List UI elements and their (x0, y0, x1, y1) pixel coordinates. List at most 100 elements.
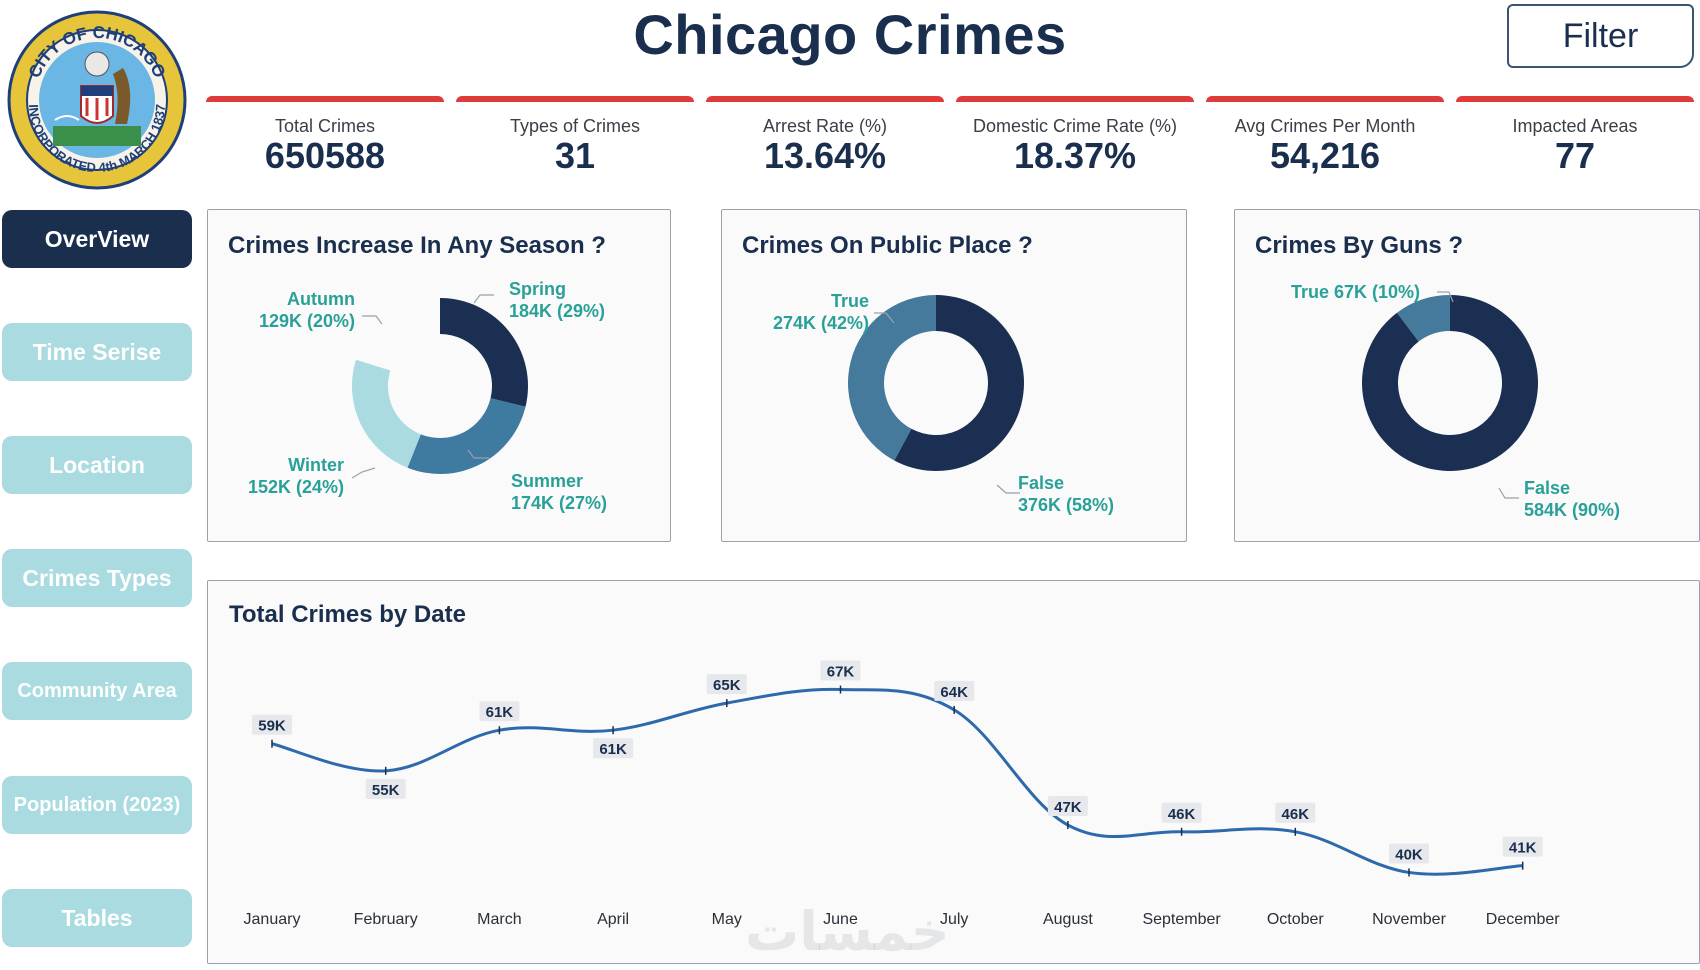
nav-location[interactable]: Location (2, 436, 192, 494)
kpi-label: Types of Crimes (509, 116, 641, 136)
data-label-bg (479, 701, 520, 722)
data-label: 41K (1509, 840, 1537, 857)
x-tick-label: October (1267, 911, 1325, 928)
nav-tables[interactable]: Tables (2, 889, 192, 947)
nav-time-series[interactable]: Time Serise (2, 323, 192, 381)
data-label-bg (593, 738, 634, 759)
kpi-label: Arrest Rate (%) (762, 116, 888, 136)
guns-true-label: True 67K (10%) (1291, 282, 1421, 302)
public-true-name: True (830, 291, 869, 311)
autumn-value: 129K (20%) (258, 311, 355, 331)
kpi-label: Impacted Areas (1512, 116, 1638, 136)
guns-false-label: False 584K (90%) (1524, 477, 1620, 521)
summer-value: 174K (27%) (511, 493, 608, 513)
nav-population[interactable]: Population (2023) (2, 776, 192, 834)
data-label-bg (1161, 802, 1202, 823)
kpi-total-crimes: Total Crimes 650588 (206, 96, 444, 184)
data-label: 59K (258, 718, 286, 735)
data-label-bg (252, 714, 292, 735)
x-tick-label: January (244, 911, 301, 928)
kpi-value: 650588 (264, 135, 386, 176)
slice-spring[interactable] (440, 298, 528, 407)
kpi-arrest-rate: Arrest Rate (%) 13.64% (706, 96, 944, 184)
data-label: 67K (827, 664, 855, 681)
nav-community-area[interactable]: Community Area (2, 662, 192, 720)
guns-false-value: 584K (90%) (1524, 500, 1621, 520)
autumn-name: Autumn (287, 289, 355, 309)
total-crimes-by-date-panel: Total Crimes by Date 59K January 55K Februa… (207, 580, 1700, 964)
kpi-value: 13.64% (763, 135, 887, 176)
data-label-bg (365, 778, 406, 799)
nav-overview[interactable]: OverView (2, 210, 192, 268)
data-label-bg (1275, 802, 1316, 823)
public-slices (848, 295, 1024, 472)
data-label: 65K (713, 677, 741, 694)
x-tick-label: December (1486, 911, 1560, 928)
slice-summer[interactable] (407, 398, 526, 474)
data-label: 55K (372, 782, 400, 799)
x-tick-label: July (940, 911, 968, 928)
data-label-bg (820, 660, 861, 681)
summer-label: Summer 174K (27%) (511, 470, 607, 514)
public-true-value: 274K (42%) (772, 313, 869, 333)
kpi-domestic-crime-rate: Domestic Crime Rate (%) 18.37% (956, 96, 1194, 184)
x-tick-label: April (597, 911, 629, 928)
x-tick-label: February (354, 911, 418, 928)
panel-title: Total Crimes by Date (229, 601, 466, 628)
guns-slices (1362, 295, 1538, 471)
kpi-impacted-areas: Impacted Areas 77 (1456, 96, 1694, 184)
slice-true[interactable] (848, 295, 936, 461)
series-line (271, 687, 1523, 876)
public-false-name: False (1018, 473, 1065, 493)
slice-winter[interactable] (352, 359, 421, 468)
public-true-label: True 274K (42%) (773, 290, 869, 334)
data-label-bg (1389, 843, 1429, 864)
spring-name: Spring (509, 279, 566, 299)
winter-label: Winter 152K (24%) (248, 454, 344, 498)
data-label-bg (706, 674, 747, 695)
guns-donut-chart (1362, 291, 1538, 499)
data-label: 61K (486, 704, 514, 721)
kpi-value: 31 (554, 135, 596, 176)
winter-value: 152K (24%) (247, 477, 344, 497)
kpi-value: 18.37% (1013, 135, 1137, 176)
slice-false[interactable] (1362, 295, 1538, 471)
slice-true[interactable] (1396, 295, 1450, 342)
data-label-bg (1502, 836, 1543, 857)
public-false-label: False 376K (58%) (1018, 472, 1114, 516)
guns-false-name: False (1524, 478, 1571, 498)
data-label: 40K (1395, 846, 1423, 863)
spring-label: Spring 184K (29%) (509, 278, 605, 322)
kpi-avg-crimes-per-month: Avg Crimes Per Month 54,216 (1206, 96, 1444, 184)
winter-name: Winter (288, 455, 344, 475)
x-tick-label: June (823, 911, 858, 928)
summer-name: Summer (511, 471, 584, 491)
slice-false[interactable] (894, 295, 1024, 472)
public-place-donut-chart (848, 295, 1024, 494)
nav-crimes-types[interactable]: Crimes Types (2, 549, 192, 607)
data-label: 46K (1282, 806, 1310, 823)
data-label: 47K (1054, 799, 1082, 816)
public-place-chart-panel: Crimes On Public Place ? True 274K (42%)… (721, 209, 1187, 542)
data-label-bg (934, 680, 975, 701)
x-tick-label: November (1372, 911, 1446, 928)
season-donut-chart (351, 294, 528, 479)
panel-title: Crimes On Public Place ? (742, 232, 1033, 259)
season-slices (352, 298, 528, 474)
kpi-label: Avg Crimes Per Month (1234, 116, 1416, 136)
total-crimes-line-chart: 59K January 55K February 61K March 61K April 65K… (244, 660, 1560, 928)
guns-chart-panel: Crimes By Guns ? True 67K (10%) False 58… (1234, 209, 1700, 542)
season-chart-panel: Crimes Increase In Any Season ? Autumn 1… (207, 209, 671, 542)
data-label: 61K (599, 741, 627, 758)
filter-button[interactable]: Filter (1507, 4, 1694, 68)
public-false-value: 376K (58%) (1018, 495, 1115, 515)
data-label: 46K (1168, 806, 1196, 823)
kpi-value: 77 (1554, 135, 1596, 176)
spring-value: 184K (29%) (509, 301, 606, 321)
kpi-label: Domestic Crime Rate (%) (972, 116, 1178, 136)
panel-title: Crimes Increase In Any Season ? (228, 232, 606, 259)
data-label: 64K (940, 684, 968, 701)
x-tick-label: March (477, 911, 521, 928)
kpi-label: Total Crimes (274, 116, 376, 136)
city-seal-logo: CITY OF CHICAGO INCORPORATED 4th MARCH 1… (7, 10, 187, 190)
